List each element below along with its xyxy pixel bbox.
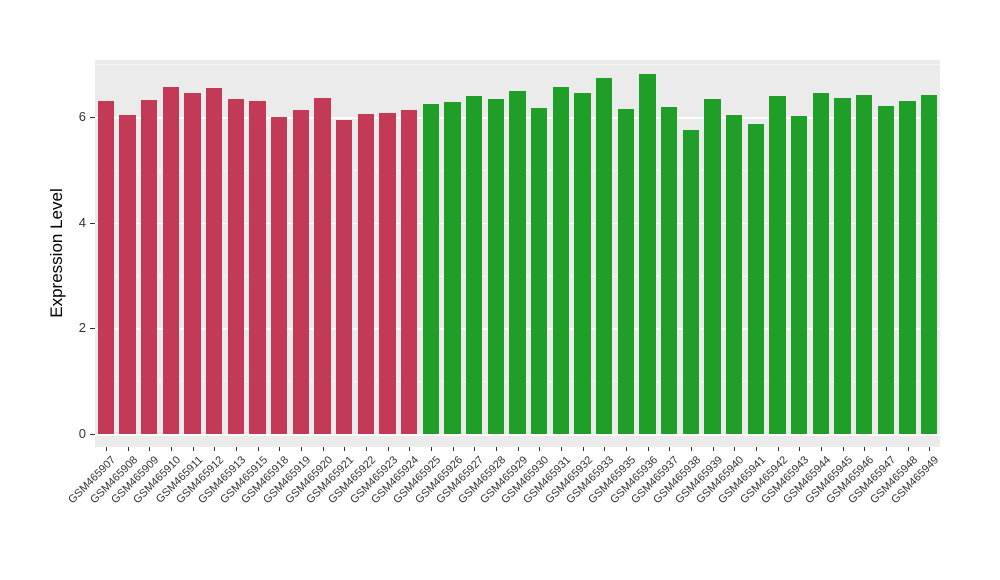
bar bbox=[314, 97, 331, 434]
x-tick-mark bbox=[105, 447, 107, 451]
bar bbox=[812, 93, 830, 434]
bar bbox=[877, 105, 895, 434]
bar bbox=[249, 101, 266, 434]
bar bbox=[379, 112, 396, 434]
bar bbox=[769, 96, 786, 434]
y-tick-label: 2 bbox=[78, 320, 86, 336]
bar bbox=[899, 101, 916, 434]
bar bbox=[465, 96, 483, 434]
x-tick-mark bbox=[864, 447, 866, 451]
bar bbox=[639, 73, 656, 434]
x-tick-mark bbox=[777, 447, 779, 451]
bar bbox=[530, 107, 548, 434]
bar bbox=[270, 117, 288, 434]
x-tick-mark bbox=[712, 447, 714, 451]
bar bbox=[140, 100, 158, 434]
plot-panel bbox=[95, 60, 940, 447]
bar bbox=[292, 110, 310, 434]
x-tick-mark bbox=[192, 447, 194, 451]
x-tick-mark bbox=[929, 447, 931, 451]
x-tick-mark bbox=[322, 447, 324, 451]
x-tick-mark bbox=[820, 447, 822, 451]
y-tick-mark bbox=[90, 328, 95, 330]
x-tick-mark bbox=[387, 447, 389, 451]
y-tick-label: 0 bbox=[78, 426, 86, 441]
bar bbox=[444, 102, 461, 434]
x-tick-mark bbox=[647, 447, 649, 451]
bar bbox=[357, 113, 375, 434]
x-tick-mark bbox=[885, 447, 887, 451]
y-tick-mark bbox=[90, 222, 95, 224]
bar bbox=[552, 87, 570, 434]
x-tick-mark bbox=[734, 447, 736, 451]
bar bbox=[400, 110, 418, 434]
x-tick-mark bbox=[409, 447, 411, 451]
bar bbox=[595, 77, 613, 434]
x-tick-mark bbox=[755, 447, 757, 451]
x-tick-mark bbox=[257, 447, 259, 451]
bar bbox=[97, 101, 115, 434]
bar bbox=[725, 114, 743, 434]
x-tick-mark bbox=[235, 447, 237, 451]
x-tick-mark bbox=[625, 447, 627, 451]
bar bbox=[227, 98, 245, 434]
bar bbox=[834, 97, 851, 434]
bar bbox=[660, 106, 678, 434]
bar bbox=[920, 95, 938, 434]
x-tick-mark bbox=[517, 447, 519, 451]
bar bbox=[617, 109, 635, 434]
bar bbox=[574, 93, 591, 434]
x-tick-mark bbox=[300, 447, 302, 451]
x-tick-mark bbox=[582, 447, 584, 451]
x-tick-mark bbox=[344, 447, 346, 451]
bar bbox=[184, 93, 201, 434]
y-axis-title: Expression Level bbox=[47, 188, 66, 318]
x-tick-mark bbox=[560, 447, 562, 451]
bar bbox=[704, 98, 721, 434]
y-tick-mark bbox=[90, 117, 95, 119]
x-tick-mark bbox=[907, 447, 909, 451]
x-tick-mark bbox=[127, 447, 129, 451]
bar bbox=[487, 98, 505, 434]
x-tick-mark bbox=[365, 447, 367, 451]
bar bbox=[205, 88, 223, 434]
major-gridline bbox=[95, 434, 940, 436]
bar bbox=[162, 87, 180, 434]
bar bbox=[509, 90, 526, 434]
y-tick-label: 4 bbox=[78, 214, 86, 230]
x-tick-mark bbox=[214, 447, 216, 451]
bar bbox=[335, 119, 353, 434]
x-tick-mark bbox=[170, 447, 172, 451]
y-tick-mark bbox=[90, 434, 95, 435]
minor-gridline bbox=[95, 64, 940, 66]
bar bbox=[747, 123, 765, 434]
x-tick-mark bbox=[149, 447, 151, 451]
x-tick-mark bbox=[669, 447, 671, 451]
x-tick-mark bbox=[495, 447, 497, 451]
bar bbox=[855, 94, 873, 434]
x-tick-mark bbox=[452, 447, 454, 451]
x-tick-mark bbox=[799, 447, 801, 451]
bar bbox=[422, 104, 440, 434]
x-tick-mark bbox=[539, 447, 541, 451]
x-tick-mark bbox=[474, 447, 476, 451]
bar bbox=[682, 130, 700, 434]
y-tick-label: 6 bbox=[78, 109, 86, 125]
x-tick-mark bbox=[842, 447, 844, 451]
x-tick-mark bbox=[279, 447, 281, 451]
bar bbox=[119, 114, 136, 434]
x-tick-mark bbox=[690, 447, 692, 451]
bar bbox=[790, 115, 808, 434]
x-tick-mark bbox=[604, 447, 606, 451]
x-tick-mark bbox=[430, 447, 432, 451]
